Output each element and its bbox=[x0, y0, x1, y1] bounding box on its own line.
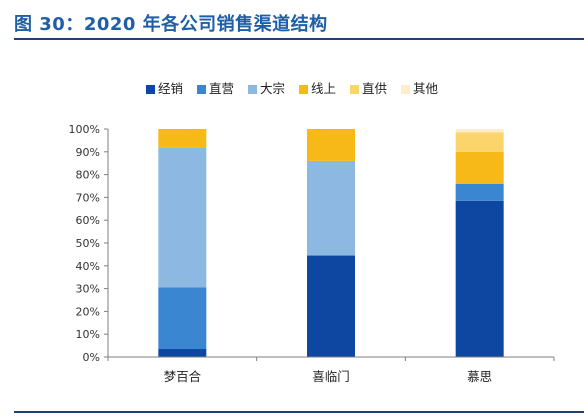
legend-swatch-zhiying bbox=[196, 85, 206, 94]
bar-segment bbox=[455, 183, 504, 201]
x-category-label: 喜临门 bbox=[312, 369, 350, 384]
bar-segment bbox=[455, 200, 504, 357]
y-tick-label: 10% bbox=[76, 328, 100, 341]
legend-swatch-zhigong bbox=[349, 85, 359, 94]
legend-item-zhigong: 直供 bbox=[349, 78, 387, 97]
y-tick-label: 80% bbox=[76, 169, 100, 182]
legend-swatch-xianshang bbox=[298, 85, 308, 94]
bar-segment bbox=[158, 129, 207, 148]
x-category-label: 慕思 bbox=[467, 369, 492, 384]
y-tick-label: 40% bbox=[76, 260, 100, 273]
legend-item-xianshang: 线上 bbox=[298, 78, 336, 97]
legend-label-dazong: 大宗 bbox=[259, 81, 285, 96]
figure-title: 图 30：2020 年各公司销售渠道结构 bbox=[14, 14, 328, 35]
legend-item-jingxiao: 经销 bbox=[145, 78, 183, 97]
legend-label-zhigong: 直供 bbox=[361, 81, 387, 96]
y-tick-label: 50% bbox=[76, 237, 100, 250]
legend-label-qita: 其他 bbox=[412, 81, 438, 96]
bar-segment bbox=[307, 160, 355, 256]
y-tick-label: 90% bbox=[76, 146, 100, 159]
bar-segment bbox=[158, 147, 207, 288]
legend-swatch-dazong bbox=[247, 85, 257, 94]
legend-label-jingxiao: 经销 bbox=[157, 81, 183, 96]
bar-segment bbox=[158, 287, 207, 350]
y-tick-label: 30% bbox=[76, 283, 100, 296]
bar-segment bbox=[455, 129, 504, 133]
y-tick-label: 70% bbox=[76, 191, 100, 204]
legend-item-qita: 其他 bbox=[400, 78, 438, 97]
legend-swatch-jingxiao bbox=[145, 85, 155, 94]
bar-segment bbox=[455, 151, 504, 184]
title-rule bbox=[14, 38, 584, 40]
footer-rule bbox=[14, 411, 584, 413]
y-tick-label: 20% bbox=[76, 305, 100, 318]
bar-segment bbox=[307, 255, 355, 357]
y-tick-label: 60% bbox=[76, 214, 100, 227]
bar-segment bbox=[158, 349, 207, 357]
legend-item-zhiying: 直营 bbox=[196, 78, 234, 97]
chart-legend: 经销 直营 大宗 线上 直供 其他 bbox=[0, 78, 584, 97]
legend-item-dazong: 大宗 bbox=[247, 78, 285, 97]
legend-label-zhiying: 直营 bbox=[208, 81, 234, 96]
x-category-label: 梦百合 bbox=[164, 369, 202, 384]
y-tick-label: 100% bbox=[69, 123, 100, 136]
legend-label-xianshang: 线上 bbox=[310, 81, 336, 96]
y-tick-label: 0% bbox=[83, 351, 100, 364]
legend-swatch-qita bbox=[400, 85, 410, 94]
bar-segment bbox=[455, 132, 504, 152]
bar-segment bbox=[307, 129, 355, 161]
